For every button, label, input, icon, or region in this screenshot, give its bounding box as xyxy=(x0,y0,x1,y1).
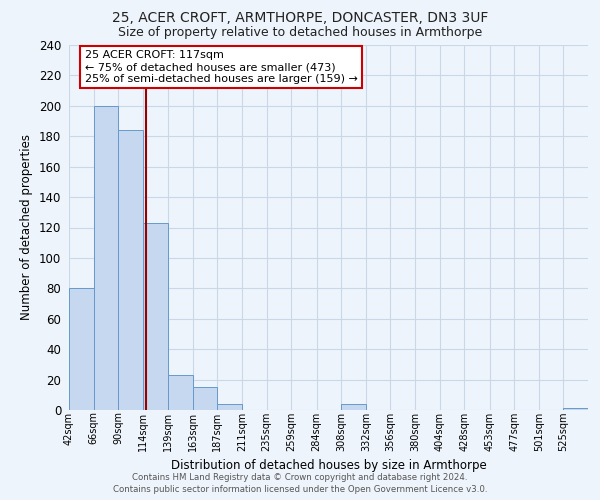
Bar xyxy=(94,106,118,410)
Text: 25, ACER CROFT, ARMTHORPE, DONCASTER, DN3 3UF: 25, ACER CROFT, ARMTHORPE, DONCASTER, DN… xyxy=(112,11,488,25)
Bar xyxy=(69,288,94,410)
Bar xyxy=(193,387,217,410)
Text: Size of property relative to detached houses in Armthorpe: Size of property relative to detached ho… xyxy=(118,26,482,39)
Bar xyxy=(143,223,168,410)
Bar xyxy=(341,404,366,410)
Bar xyxy=(168,375,193,410)
Bar xyxy=(563,408,588,410)
Y-axis label: Number of detached properties: Number of detached properties xyxy=(20,134,34,320)
Bar xyxy=(217,404,242,410)
X-axis label: Distribution of detached houses by size in Armthorpe: Distribution of detached houses by size … xyxy=(170,459,487,472)
Bar xyxy=(118,130,143,410)
Text: 25 ACER CROFT: 117sqm
← 75% of detached houses are smaller (473)
25% of semi-det: 25 ACER CROFT: 117sqm ← 75% of detached … xyxy=(85,50,358,84)
Text: Contains HM Land Registry data © Crown copyright and database right 2024.
Contai: Contains HM Land Registry data © Crown c… xyxy=(113,472,487,494)
